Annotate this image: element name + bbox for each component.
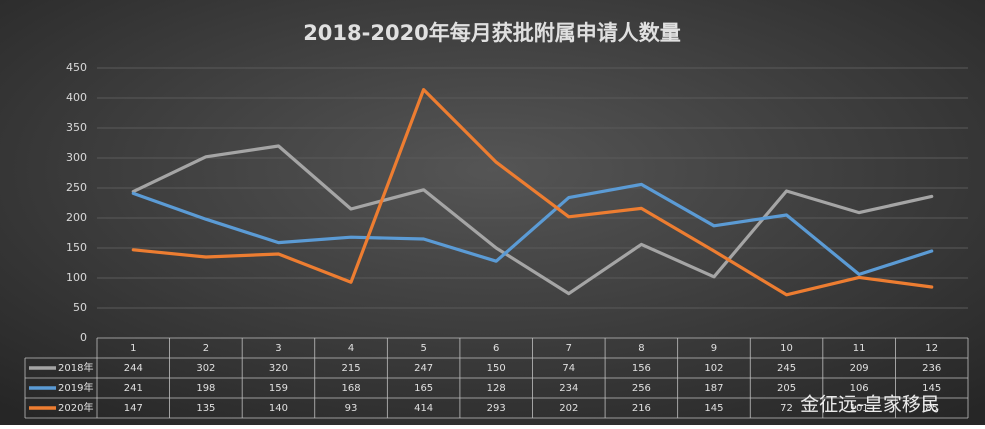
- table-value: 156: [632, 363, 651, 374]
- table-value: 187: [704, 383, 723, 394]
- y-tick-label: 450: [66, 61, 87, 74]
- table-value: 159: [269, 383, 288, 394]
- table-value: 244: [124, 363, 143, 374]
- table-value: 245: [777, 363, 796, 374]
- table-value: 202: [559, 403, 578, 414]
- table-value: 93: [345, 403, 358, 414]
- legend-label: 2020年: [58, 401, 93, 414]
- table-value: 205: [777, 383, 796, 394]
- y-tick-label: 50: [73, 301, 87, 314]
- table-value: 293: [487, 403, 506, 414]
- table-value: 302: [196, 363, 215, 374]
- x-tick-label: 12: [925, 343, 938, 354]
- table-value: 74: [562, 363, 575, 374]
- x-tick-label: 9: [711, 343, 717, 354]
- y-tick-label: 250: [66, 181, 87, 194]
- x-tick-label: 2: [203, 343, 209, 354]
- x-tick-label: 3: [275, 343, 281, 354]
- legend-label: 2019年: [58, 381, 93, 394]
- table-value: 128: [487, 383, 506, 394]
- table-value: 198: [196, 383, 215, 394]
- table-value: 106: [850, 383, 869, 394]
- y-tick-label: 200: [66, 211, 87, 224]
- table-value: 216: [632, 403, 651, 414]
- x-tick-label: 4: [348, 343, 354, 354]
- table-value: 150: [487, 363, 506, 374]
- y-tick-label: 0: [80, 331, 87, 344]
- table-value: 241: [124, 383, 143, 394]
- table-value: 140: [269, 403, 288, 414]
- x-tick-label: 6: [493, 343, 499, 354]
- y-tick-label: 400: [66, 91, 87, 104]
- table-value: 145: [922, 383, 941, 394]
- chart-title: 2018-2020年每月获批附属申请人数量: [303, 21, 681, 45]
- x-tick-label: 11: [853, 343, 866, 354]
- series-line: [131, 87, 934, 297]
- table-value: 145: [704, 403, 723, 414]
- table-value: 135: [196, 403, 215, 414]
- x-tick-label: 5: [420, 343, 426, 354]
- x-tick-label: 7: [566, 343, 572, 354]
- table-value: 85: [925, 403, 938, 414]
- y-tick-label: 300: [66, 151, 87, 164]
- table-value: 209: [850, 363, 869, 374]
- x-tick-label: 10: [780, 343, 793, 354]
- series-line: [131, 144, 934, 296]
- table-value: 168: [341, 383, 360, 394]
- table-value: 165: [414, 383, 433, 394]
- table-value: 414: [414, 403, 433, 414]
- table-value: 320: [269, 363, 288, 374]
- y-tick-label: 350: [66, 121, 87, 134]
- y-tick-label: 150: [66, 241, 87, 254]
- x-tick-label: 1: [130, 343, 136, 354]
- table-value: 72: [780, 403, 793, 414]
- table-value: 236: [922, 363, 941, 374]
- series-line: [131, 182, 934, 276]
- table-value: 215: [341, 363, 360, 374]
- x-tick-label: 8: [638, 343, 644, 354]
- y-tick-label: 100: [66, 271, 87, 284]
- table-value: 101: [850, 403, 869, 414]
- table-value: 102: [704, 363, 723, 374]
- table-value: 147: [124, 403, 143, 414]
- table-value: 247: [414, 363, 433, 374]
- legend-label: 2018年: [58, 361, 93, 374]
- table-value: 234: [559, 383, 578, 394]
- table-value: 256: [632, 383, 651, 394]
- watermark: 金征远-皇家移民: [800, 394, 940, 416]
